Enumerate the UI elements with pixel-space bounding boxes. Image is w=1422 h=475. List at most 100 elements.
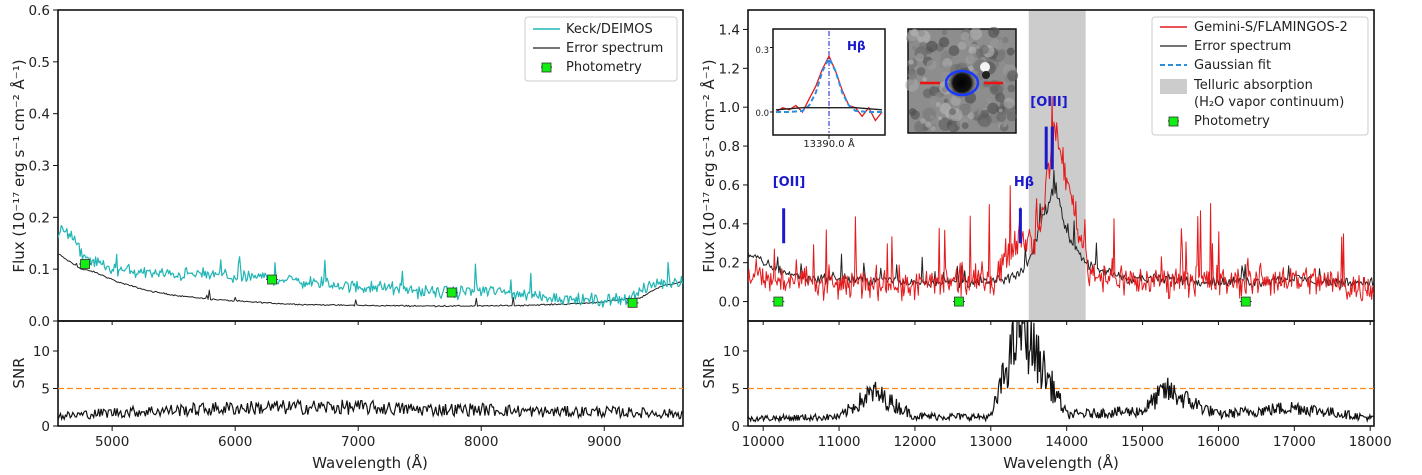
right-ylabel: Flux (10⁻¹⁷ erg s⁻¹ cm⁻² Å⁻¹) bbox=[699, 59, 718, 272]
right-xtick-label-1: 11000 bbox=[818, 434, 861, 450]
right-xtick-label-3: 13000 bbox=[969, 434, 1012, 450]
noise-blob bbox=[943, 98, 949, 104]
right-flux-ytick-label-1: 0.2 bbox=[719, 256, 740, 272]
noise-blob bbox=[1003, 53, 1016, 66]
left-snr-ytick-label-1: 5 bbox=[41, 382, 50, 398]
noise-blob bbox=[989, 85, 999, 94]
left-flux-ytick-label-4: 0.4 bbox=[29, 107, 50, 123]
right-xlabel: Wavelength (Å) bbox=[1003, 453, 1119, 472]
noise-blob bbox=[926, 40, 938, 53]
inset-xlabel: 13390.0 Å bbox=[803, 137, 855, 150]
inset-ytick-1: 0.3 bbox=[755, 46, 769, 56]
left-xtick-label-0: 5000 bbox=[95, 434, 129, 450]
oiii-label: [OIII] bbox=[1030, 95, 1067, 110]
photometry-points bbox=[79, 259, 1252, 308]
inset-series-1 bbox=[776, 56, 882, 113]
left-error-spectrum bbox=[58, 253, 683, 308]
noise-blob bbox=[919, 118, 926, 124]
noise-blob bbox=[968, 46, 977, 55]
frame-l2 bbox=[57, 320, 684, 427]
telluric-band bbox=[1028, 10, 1086, 321]
noise-blob bbox=[926, 59, 937, 70]
noise-blob bbox=[978, 113, 992, 127]
left-flux-ytick-label-5: 0.5 bbox=[29, 55, 50, 71]
right-snr-label: SNR bbox=[700, 357, 718, 388]
noise-blob bbox=[998, 48, 1007, 57]
left-flux-ytick-label-0: 0.0 bbox=[29, 314, 50, 330]
left-legend: Keck/DEIMOS Error spectrum Photometry bbox=[524, 16, 678, 82]
right-xtick-label-7: 17000 bbox=[1273, 434, 1316, 450]
right-legend: Gemini-S/FLAMINGOS-2 Error spectrum Gaus… bbox=[1151, 16, 1369, 136]
noise-blob bbox=[961, 122, 969, 129]
spectra-lines bbox=[58, 96, 1374, 424]
right-snr-ytick-label-0: 0 bbox=[731, 419, 740, 435]
noise-blob bbox=[929, 98, 936, 105]
noise-blob bbox=[964, 38, 973, 47]
hbeta-label: Hβ bbox=[1014, 175, 1034, 190]
noise-blob bbox=[1007, 84, 1016, 93]
left-xtick-label-2: 7000 bbox=[341, 434, 375, 450]
left-photometry-point-3 bbox=[627, 297, 638, 308]
axis-labels: Wavelength (Å) Wavelength (Å) Flux (10⁻¹… bbox=[9, 59, 1119, 472]
noise-blob bbox=[1007, 70, 1019, 82]
noise-blob bbox=[907, 70, 918, 81]
left-snr-line bbox=[58, 398, 683, 422]
left-flux-ytick-label-1: 0.1 bbox=[29, 262, 50, 278]
noise-blob bbox=[929, 115, 935, 120]
noise-blob bbox=[979, 44, 989, 55]
legend-left-1: Error spectrum bbox=[566, 41, 663, 56]
inset-series-0 bbox=[775, 54, 883, 122]
noise-blob bbox=[922, 77, 927, 82]
right-xtick-label-5: 15000 bbox=[1121, 434, 1164, 450]
right-flux-ytick-label-7: 1.4 bbox=[719, 22, 740, 38]
noise-blob bbox=[915, 53, 925, 62]
noise-blob bbox=[998, 108, 1003, 113]
legend-right-4: (H₂O vapor continuum) bbox=[1194, 95, 1344, 110]
noise-blob bbox=[922, 88, 933, 99]
left-xlabel: Wavelength (Å) bbox=[312, 453, 428, 472]
axes-frames bbox=[57, 9, 1375, 427]
left-snr-ytick-label-2: 10 bbox=[33, 344, 50, 360]
hbeta-inset: Hβ 0.0 0.3 13390.0 Å bbox=[755, 28, 886, 150]
legend-left-2: Photometry bbox=[566, 60, 642, 75]
right-snr-line bbox=[748, 321, 1374, 424]
noise-blob bbox=[935, 102, 941, 107]
right-xtick-label-2: 12000 bbox=[893, 434, 936, 450]
noise-blob bbox=[948, 45, 960, 56]
telluric-absorption-band bbox=[1028, 10, 1086, 321]
left-photometry-point-2 bbox=[446, 287, 457, 298]
noise-blob bbox=[995, 92, 1005, 103]
left-xtick-label-1: 6000 bbox=[218, 434, 252, 450]
dark-spot bbox=[982, 71, 990, 79]
legend-right-2: Gaussian fit bbox=[1194, 58, 1271, 73]
oii-label: [OII] bbox=[773, 175, 806, 190]
noise-blob bbox=[910, 28, 919, 37]
axis-ticks: 5000 6000 7000 8000 9000 10000 11000 12000 13000… bbox=[29, 3, 1392, 450]
left-snr-label: SNR bbox=[10, 357, 28, 388]
right-xtick-label-6: 16000 bbox=[1197, 434, 1240, 450]
legend-right-1: Error spectrum bbox=[1194, 39, 1291, 54]
noise-blob bbox=[923, 126, 928, 131]
right-xtick-label-4: 14000 bbox=[1045, 434, 1088, 450]
left-photometry-point-1 bbox=[267, 274, 277, 285]
noise-blob bbox=[941, 29, 948, 35]
noise-blob bbox=[942, 58, 953, 68]
right-f2-spectrum bbox=[748, 96, 1374, 302]
noise-blob bbox=[908, 108, 917, 116]
bright-spot bbox=[980, 62, 990, 72]
right-photometry-point-0 bbox=[773, 296, 784, 307]
inset-ytick-0: 0.0 bbox=[755, 109, 769, 119]
source-image-stamp bbox=[905, 26, 1019, 134]
legend-left-0: Keck/DEIMOS bbox=[566, 22, 653, 37]
noise-blob bbox=[930, 126, 936, 131]
right-xtick-label-8: 18000 bbox=[1349, 434, 1392, 450]
noise-blob bbox=[905, 78, 919, 92]
right-snr-ytick-label-1: 5 bbox=[731, 382, 740, 398]
right-photometry-point-1 bbox=[954, 296, 964, 307]
inset-label: Hβ bbox=[847, 39, 866, 53]
noise-blob bbox=[960, 31, 970, 41]
noise-blob bbox=[908, 59, 914, 65]
inset-series-2 bbox=[775, 107, 883, 111]
noise-blob bbox=[918, 29, 925, 37]
